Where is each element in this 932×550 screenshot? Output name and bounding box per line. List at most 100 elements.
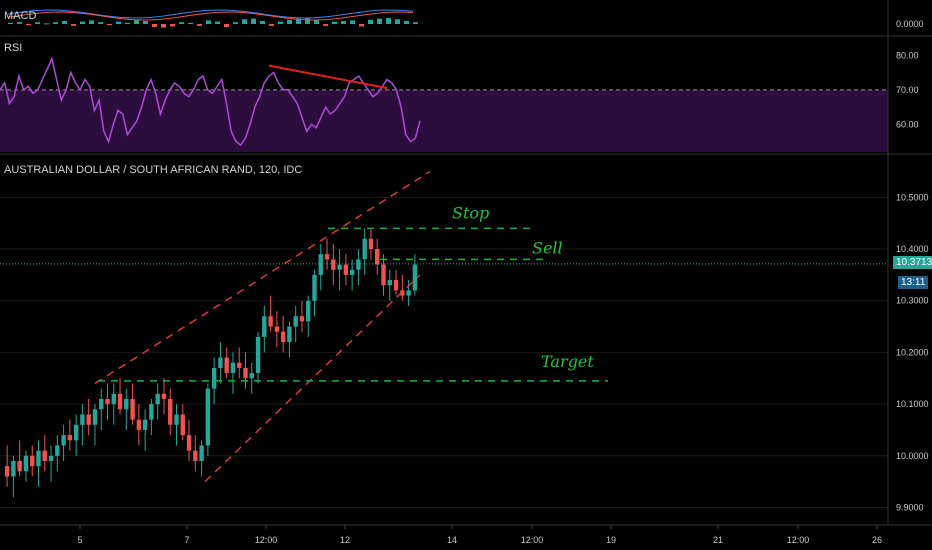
candle-body (92, 409, 98, 425)
macd-histogram-bar (98, 22, 103, 24)
time-tick-label: 19 (606, 535, 616, 545)
macd-histogram-bar (251, 18, 256, 24)
candle-body (393, 280, 399, 291)
candle-body (375, 249, 380, 265)
candle-body (243, 367, 248, 379)
candle-body (249, 373, 254, 379)
macd-histogram-bar (377, 18, 382, 24)
candle-body (218, 357, 223, 368)
candle-body (331, 259, 336, 270)
candle-body (17, 460, 22, 472)
last-price-flag: 10.3713 (893, 256, 932, 269)
macd-histogram-bar (80, 21, 85, 24)
macd-histogram-bar (116, 21, 121, 24)
rsi-band (0, 89, 888, 152)
candle-body (274, 326, 280, 332)
candle-body (130, 398, 135, 420)
macd-histogram-bar (107, 24, 112, 26)
candle-body (161, 393, 167, 399)
macd-title: MACD (4, 10, 37, 22)
candle-body (117, 393, 123, 410)
macd-histogram-bar (215, 21, 220, 24)
candle-body (255, 336, 261, 374)
macd-histogram-bar (35, 22, 40, 24)
candle-body (136, 419, 142, 430)
macd-histogram-bar (62, 21, 67, 24)
channel-upper-line (94, 170, 431, 385)
signal-line (7, 11, 414, 21)
candle-body (180, 414, 185, 436)
macd-histogram-bar (350, 20, 355, 24)
macd-histogram-bar (305, 18, 310, 24)
price-title: AUSTRALIAN DOLLAR / SOUTH AFRICAN RAND, … (4, 164, 303, 176)
candle-body (400, 290, 405, 296)
candle-body (299, 316, 305, 322)
macd-histogram-bar (242, 19, 247, 24)
candle-body (168, 398, 173, 425)
macd-histogram-bar (395, 19, 400, 24)
time-axis[interactable]: 5 7 12:00 12 14 12:00 19 21 12:00 26 (77, 525, 882, 545)
annotation-target: Target (541, 352, 594, 371)
time-tick-label: 5 (77, 535, 82, 545)
rsi-tick-label: 60.00 (896, 119, 919, 129)
candle-body (293, 316, 298, 327)
candle-body (312, 274, 317, 301)
macd-histogram-bar (296, 18, 301, 24)
candle-body (349, 269, 355, 275)
macd-histogram-bar (125, 22, 130, 24)
annotation-stop: Stop (452, 203, 489, 222)
bar-countdown: 13:11 (898, 276, 929, 289)
candle-body (211, 367, 217, 389)
rsi-divergence-trendline (268, 64, 388, 90)
rsi-tick-label: 70.00 (896, 85, 919, 95)
macd-pane (7, 9, 418, 28)
macd-histogram-bar (287, 19, 292, 24)
macd-histogram-bar (269, 24, 274, 26)
candle-body (362, 238, 367, 260)
macd-histogram-bar (278, 21, 283, 24)
rsi-line (0, 56, 421, 147)
candle-body (193, 450, 198, 461)
macd-histogram-bar (323, 24, 328, 26)
candle-body (387, 280, 392, 286)
rsi-title: RSI (4, 42, 23, 54)
candle-body (36, 450, 41, 467)
candle-body (381, 264, 386, 286)
price-tick-label: 10.4000 (896, 244, 929, 254)
channel-lower-line (204, 274, 421, 483)
candle-body (80, 414, 85, 425)
candle-body (4, 466, 10, 477)
candle-body (199, 445, 204, 461)
time-tick-label: 12 (340, 535, 350, 545)
macd-histogram-bar (44, 23, 49, 25)
candle-body (174, 414, 179, 425)
macd-histogram-bar (89, 20, 94, 24)
candle-body (149, 404, 154, 420)
annotation-sell: Sell (532, 238, 563, 257)
candle-body (73, 424, 79, 441)
price-axis[interactable]: 0.0000 80.00 70.00 60.00 10.5000 10.4000 10.30… (0, 0, 932, 526)
candle-body (268, 316, 273, 327)
macd-histogram-bar (332, 21, 337, 24)
candle-body (262, 316, 267, 337)
macd-histogram-bar (233, 22, 238, 24)
macd-histogram-bar (179, 22, 184, 24)
price-tick-label: 10.5000 (896, 192, 929, 202)
candle-body (105, 398, 110, 405)
macd-histogram-bar (260, 21, 265, 24)
time-tick-label: 12:00 (787, 535, 810, 545)
time-tick-label: 12:00 (521, 535, 544, 545)
macd-histogram-bar (71, 24, 76, 26)
macd-histogram-bar (404, 21, 409, 24)
rsi-tick-label: 80.00 (896, 50, 919, 60)
candle-body (306, 300, 311, 322)
time-tick-label: 21 (713, 535, 723, 545)
macd-histogram-bar (188, 22, 193, 24)
price-tick-label: 10.1000 (896, 399, 929, 409)
candle-body (99, 398, 104, 410)
candle-body (368, 238, 374, 250)
macd-histogram-bar (134, 19, 139, 24)
candle-body (42, 450, 47, 461)
macd-histogram-bar (161, 24, 166, 28)
